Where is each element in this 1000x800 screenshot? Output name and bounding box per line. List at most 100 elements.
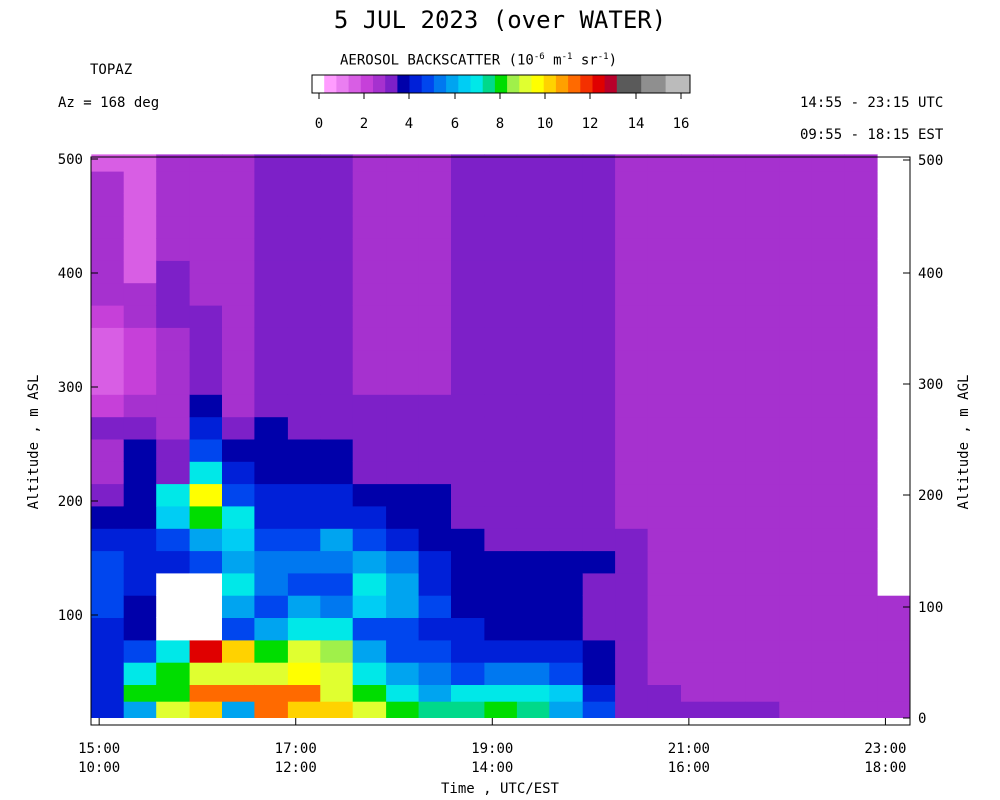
heatmap-cell [287, 372, 321, 395]
heatmap-cell [779, 349, 813, 373]
heatmap-cell [320, 215, 354, 239]
heatmap-cell [287, 528, 321, 552]
heatmap-cell [418, 238, 452, 261]
heatmap-cell [877, 154, 911, 172]
heatmap-cell [91, 483, 125, 507]
heatmap-cell [123, 394, 157, 418]
heatmap-cell [91, 305, 125, 328]
heatmap-cell [811, 684, 845, 702]
heatmap-cell [254, 572, 289, 596]
heatmap-cell [451, 327, 485, 351]
colorbar-swatch [629, 75, 642, 93]
heatmap-cell [844, 416, 878, 440]
colorbar-swatch [507, 75, 520, 93]
heatmap-cell [549, 327, 584, 351]
heatmap-cell [320, 617, 354, 641]
heatmap-cell [386, 260, 419, 284]
heatmap-cell [582, 572, 616, 596]
heatmap-cell [123, 215, 157, 239]
heatmap-cell [386, 349, 419, 373]
heatmap-cell [484, 171, 518, 194]
heatmap-cell [287, 483, 321, 507]
heatmap-cell [156, 193, 191, 217]
heatmap-cell [647, 372, 682, 395]
heatmap-cell [222, 701, 255, 719]
heatmap-cell [254, 684, 289, 702]
heatmap-cell [844, 506, 878, 529]
heatmap-cell [484, 394, 518, 418]
heatmap-cell [516, 416, 550, 440]
heatmap-cell [844, 528, 878, 552]
heatmap-cell [484, 550, 518, 574]
heatmap-cell [713, 282, 747, 306]
heatmap-cell [615, 327, 648, 351]
heatmap-cell [287, 461, 321, 485]
heatmap-cell [811, 171, 845, 194]
heatmap-cell [681, 171, 714, 194]
colorbar-swatch [433, 75, 447, 93]
heatmap-cell [484, 684, 518, 702]
heatmap-cell [811, 215, 845, 239]
heatmap-cell [779, 572, 813, 596]
heatmap-cell [418, 662, 452, 685]
heatmap-cell [418, 528, 452, 552]
heatmap-cell [516, 662, 550, 685]
heatmap-cell [418, 372, 452, 395]
heatmap-cell [352, 506, 387, 529]
heatmap-cell [254, 662, 289, 685]
heatmap-cell [779, 506, 813, 529]
heatmap-cell [582, 639, 616, 663]
heatmap-cell [418, 394, 452, 418]
colorbar-tick-label: 12 [582, 116, 599, 132]
heatmap-cell [745, 684, 780, 702]
heatmap-cell [123, 684, 157, 702]
heatmap-cell [189, 154, 223, 172]
heatmap-cell [713, 416, 747, 440]
heatmap-cell [811, 238, 845, 261]
heatmap-cell [287, 171, 321, 194]
heatmap-cell [254, 617, 289, 641]
heatmap-cell [189, 528, 223, 552]
heatmap-cell [287, 701, 321, 719]
heatmap-cell [123, 439, 157, 462]
heatmap-cell [844, 595, 878, 618]
heatmap-cell [320, 193, 354, 217]
heatmap-cell [189, 439, 223, 462]
heatmap-cell [844, 394, 878, 418]
heatmap-cell [418, 305, 452, 328]
heatmap-cell [811, 572, 845, 596]
heatmap-cell [779, 260, 813, 284]
heatmap-cell [713, 327, 747, 351]
heatmap-cell [352, 461, 387, 485]
heatmap-cell [418, 483, 452, 507]
heatmap-cell [647, 215, 682, 239]
heatmap-cell [549, 639, 584, 663]
heatmap-cell [91, 662, 125, 685]
heatmap-cell [320, 595, 354, 618]
colorbar-swatch [324, 75, 337, 93]
heatmap-cell [647, 171, 682, 194]
heatmap-cell [156, 305, 191, 328]
heatmap-cell [582, 171, 616, 194]
heatmap-cell [418, 595, 452, 618]
heatmap-cell [745, 238, 780, 261]
heatmap-cell [386, 701, 419, 719]
heatmap-cell [189, 416, 223, 440]
heatmap-cell [156, 349, 191, 373]
heatmap-cell [549, 439, 584, 462]
heatmap-cell [451, 701, 485, 719]
heatmap-cell [647, 327, 682, 351]
heatmap-cell [582, 662, 616, 685]
heatmap-cell [287, 394, 321, 418]
heatmap-cell [647, 506, 682, 529]
heatmap-cell [189, 171, 223, 194]
heatmap-cell [844, 260, 878, 284]
heatmap-cell [451, 684, 485, 702]
heatmap-cell [877, 572, 911, 596]
heatmap-cell [352, 439, 387, 462]
heatmap-cell [713, 550, 747, 574]
heatmap-cell [320, 260, 354, 284]
heatmap-cell [91, 327, 125, 351]
heatmap-cell [779, 550, 813, 574]
heatmap-cell [877, 416, 911, 440]
